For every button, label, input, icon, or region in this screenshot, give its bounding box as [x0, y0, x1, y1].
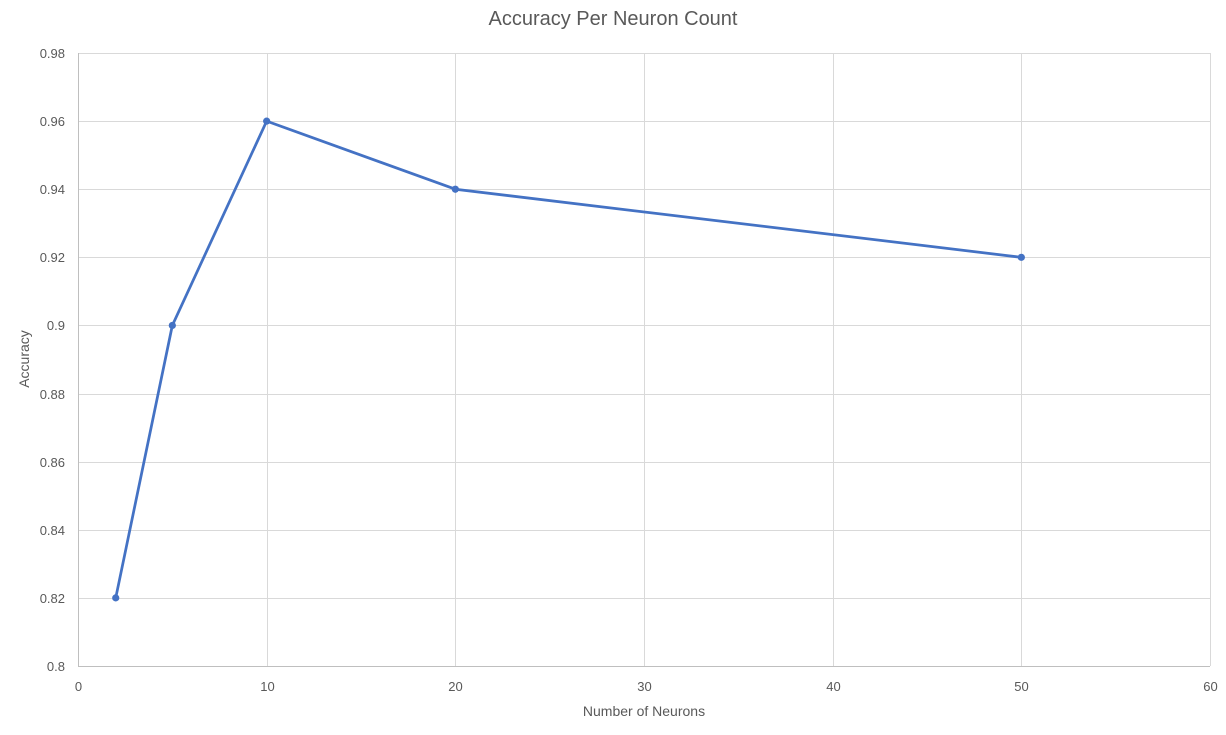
y-tick-label: 0.88	[40, 387, 65, 402]
x-tick-label: 20	[448, 679, 462, 694]
x-tick-label: 30	[637, 679, 651, 694]
y-tick-label: 0.84	[40, 523, 65, 538]
x-tick-label: 50	[1014, 679, 1028, 694]
data-point-marker	[1017, 253, 1025, 261]
grid-lines	[78, 53, 1211, 666]
data-point-marker	[168, 321, 176, 330]
series-line	[114, 119, 1023, 600]
y-tick-label: 0.8	[47, 659, 65, 674]
y-tick-label: 0.92	[40, 250, 65, 265]
data-point-marker	[263, 117, 271, 125]
y-tick-label: 0.96	[40, 114, 65, 129]
data-point-marker	[451, 185, 459, 193]
y-tick-label: 0.86	[40, 455, 65, 470]
x-tick-label: 60	[1203, 679, 1217, 694]
y-axis-title: Accuracy	[16, 330, 32, 388]
series-group	[112, 117, 1025, 602]
chart-title: Accuracy Per Neuron Count	[488, 8, 737, 30]
x-tick-label: 0	[75, 679, 82, 694]
y-tick-label: 0.94	[40, 182, 65, 197]
x-tick-label: 10	[260, 679, 274, 694]
tick-labels: 0.8 0.82 0.84 0.86 0.88 0.9 0.92 0.94 0.96 0.98 0 1…	[40, 46, 1218, 694]
y-tick-label: 0.9	[47, 318, 65, 333]
y-tick-label: 0.82	[40, 591, 65, 606]
y-tick-label: 0.98	[40, 46, 65, 61]
x-tick-label: 40	[826, 679, 840, 694]
axes	[78, 53, 1210, 667]
data-point-marker	[112, 594, 120, 602]
x-axis-title: Number of Neurons	[583, 703, 705, 719]
